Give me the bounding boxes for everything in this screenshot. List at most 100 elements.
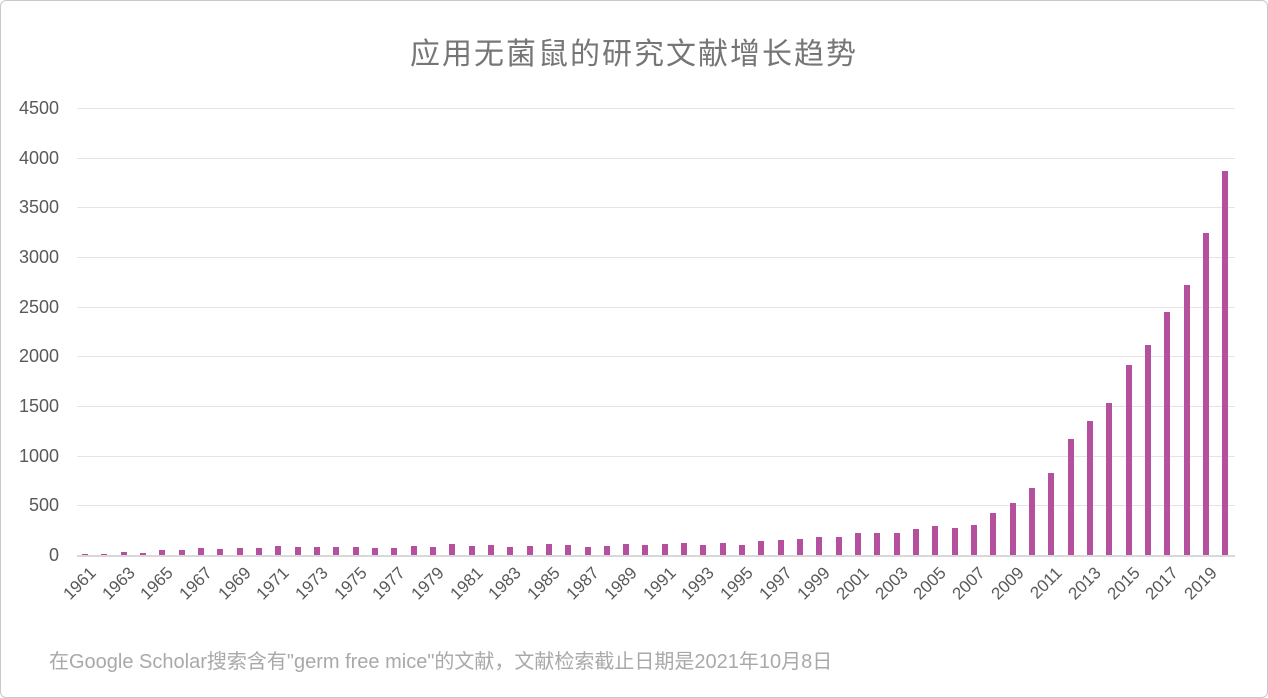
- gridline: [77, 456, 1235, 457]
- bar-2012: [1068, 439, 1074, 555]
- y-tick-label: 4500: [18, 98, 59, 118]
- bar-1993: [700, 545, 706, 555]
- x-axis-baseline: [77, 555, 1235, 557]
- x-tick-label: 1979: [407, 563, 448, 604]
- bar-2018: [1184, 285, 1190, 555]
- bar-2017: [1164, 312, 1170, 555]
- gridline: [77, 356, 1235, 357]
- x-tick-label: 1975: [330, 563, 371, 604]
- x-tick-label: 1969: [214, 563, 255, 604]
- bar-1969: [237, 547, 243, 555]
- bar-2020: [1222, 171, 1228, 555]
- bar-1965: [159, 550, 165, 555]
- bar-1978: [411, 545, 417, 555]
- x-tick-label: 1965: [136, 563, 177, 604]
- bar-2004: [913, 528, 919, 555]
- bar-1991: [662, 544, 668, 555]
- x-tick-label: 1987: [562, 563, 603, 604]
- x-tick-label: 2013: [1064, 563, 1105, 604]
- bar-2007: [971, 524, 977, 555]
- bar-1996: [758, 541, 764, 555]
- y-tick-label: 1500: [18, 396, 59, 416]
- bar-2003: [894, 533, 900, 555]
- bar-1966: [179, 549, 185, 555]
- x-tick-label: 1961: [59, 563, 100, 604]
- x-tick-label: 1971: [252, 563, 293, 604]
- bar-1982: [488, 545, 494, 555]
- bar-1984: [527, 546, 533, 555]
- bar-2006: [952, 528, 958, 555]
- gridline: [77, 505, 1235, 506]
- bar-1980: [449, 544, 455, 555]
- bar-1962: [101, 553, 107, 555]
- bar-2002: [874, 532, 880, 555]
- bar-1987: [585, 547, 591, 555]
- x-tick-label: 1985: [523, 563, 564, 604]
- bar-2013: [1087, 420, 1093, 555]
- bar-1968: [217, 549, 223, 555]
- bar-2016: [1145, 344, 1151, 555]
- bar-2014: [1106, 403, 1112, 555]
- bar-2019: [1203, 232, 1209, 555]
- bar-1963: [121, 552, 127, 555]
- x-tick-label: 2019: [1180, 563, 1221, 604]
- x-tick-label: 1973: [291, 563, 332, 604]
- bar-1964: [140, 552, 146, 555]
- bar-2010: [1029, 488, 1035, 555]
- bar-2001: [855, 533, 861, 555]
- bar-1975: [353, 547, 359, 555]
- x-tick-label: 1983: [484, 563, 525, 604]
- bar-1985: [546, 544, 552, 555]
- x-tick-label: 2007: [948, 563, 989, 604]
- x-tick-label: 1963: [98, 563, 139, 604]
- x-tick-label: 2017: [1141, 563, 1182, 604]
- x-tick-label: 2005: [909, 563, 950, 604]
- x-tick-label: 1995: [716, 563, 757, 604]
- chart-caption: 在Google Scholar搜索含有"germ free mice"的文献，文…: [49, 651, 833, 673]
- y-tick-label: 0: [48, 545, 59, 565]
- x-tick-label: 1993: [677, 563, 718, 604]
- x-tick-label: 1967: [175, 563, 216, 604]
- bar-1995: [739, 545, 745, 555]
- bar-1973: [314, 547, 320, 555]
- gridline: [77, 207, 1235, 208]
- x-tick-label: 1977: [368, 563, 409, 604]
- x-tick-label: 2003: [871, 563, 912, 604]
- x-tick-label: 2015: [1103, 563, 1144, 604]
- bar-2000: [836, 537, 842, 555]
- bar-1971: [275, 545, 281, 555]
- y-tick-label: 3000: [18, 247, 59, 267]
- x-tick-label: 1991: [639, 563, 680, 604]
- bar-1977: [391, 548, 397, 555]
- bar-2005: [932, 526, 938, 555]
- bar-1981: [469, 546, 475, 555]
- y-tick-label: 2500: [18, 297, 59, 317]
- bar-1994: [720, 543, 726, 555]
- bar-1967: [198, 548, 204, 555]
- gridline: [77, 307, 1235, 308]
- x-tick-label: 2009: [987, 563, 1028, 604]
- bar-1983: [507, 546, 513, 555]
- y-tick-label: 3500: [18, 197, 59, 217]
- bar-2009: [1010, 502, 1016, 555]
- bar-1998: [797, 539, 803, 555]
- bar-1976: [372, 547, 378, 555]
- y-tick-label: 2000: [18, 346, 59, 366]
- y-tick-label: 1000: [18, 446, 59, 466]
- bar-1999: [816, 536, 822, 555]
- bar-1989: [623, 544, 629, 555]
- x-tick-label: 1999: [793, 563, 834, 604]
- bar-1988: [604, 546, 610, 555]
- bar-1979: [430, 546, 436, 555]
- y-tick-label: 4000: [18, 148, 59, 168]
- bar-1972: [295, 546, 301, 555]
- bar-1992: [681, 542, 687, 555]
- x-tick-label: 1989: [600, 563, 641, 604]
- bar-2015: [1126, 365, 1132, 555]
- bar-1997: [778, 540, 784, 555]
- bar-1961: [82, 554, 88, 555]
- gridline: [77, 406, 1235, 407]
- page-title: 应用无菌鼠的研究文献增长趋势: [410, 38, 858, 71]
